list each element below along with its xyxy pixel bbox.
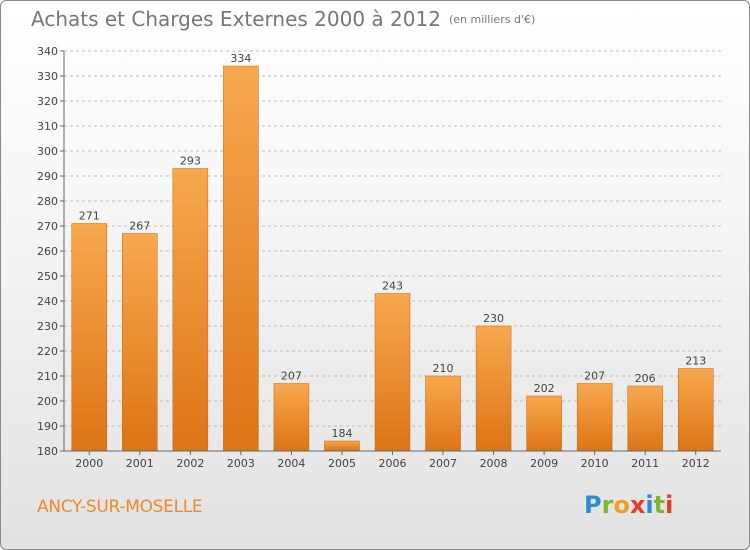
y-tick-label: 230	[37, 320, 58, 333]
data-label: 230	[483, 312, 504, 325]
bar-2005	[324, 440, 360, 452]
y-tick-label: 290	[37, 170, 58, 183]
data-label: 210	[433, 362, 454, 375]
bar-2009	[526, 395, 562, 452]
bar-2012	[677, 368, 714, 452]
bar-2011	[627, 385, 663, 452]
y-tick-label: 300	[37, 145, 58, 158]
y-tick-label: 310	[37, 120, 58, 133]
data-label: 206	[635, 372, 656, 385]
bar-2002	[172, 168, 209, 452]
x-tick-label: 2006	[379, 457, 407, 470]
x-tick-label: 2012	[682, 457, 710, 470]
data-label: 334	[230, 52, 251, 65]
y-tick-label: 280	[37, 195, 58, 208]
data-label: 267	[129, 220, 150, 233]
x-tick-label: 2005	[328, 457, 356, 470]
bars: 271 267 293 334 207 184 243 210 230 202 207 206 213	[71, 52, 714, 452]
bar-2001	[122, 233, 158, 452]
logo-letter: o	[613, 491, 630, 519]
logo-letter: i	[645, 491, 654, 519]
chart-subtitle: (en milliers d'€)	[448, 13, 536, 26]
y-tick-label: 270	[37, 220, 58, 233]
data-label: 207	[584, 370, 605, 383]
bar-2003	[223, 65, 259, 452]
data-label: 243	[382, 280, 403, 293]
logo-letter: t	[653, 491, 666, 519]
commune-name: ANCY-SUR-MOSELLE	[37, 497, 203, 517]
y-tick-label: 340	[37, 45, 58, 58]
logo-letter: r	[601, 491, 614, 519]
data-label: 202	[534, 382, 555, 395]
proxiti-logo: Proxiti	[584, 491, 673, 519]
y-tick-label: 320	[37, 95, 58, 108]
y-tick-label: 250	[37, 270, 58, 283]
chart-title: Achats et Charges Externes 2000 à 2012 (e…	[31, 7, 535, 31]
bar-2008	[475, 325, 512, 452]
y-tick-label: 260	[37, 245, 58, 258]
axes: 180 190 200 210 220 230 240 250 260 270 280 290 300 3…	[37, 45, 721, 470]
title-text: Achats et Charges Externes 2000 à 2012	[31, 7, 441, 31]
data-label: 207	[281, 370, 302, 383]
bar-2006	[374, 293, 411, 452]
x-tick-label: 2003	[227, 457, 255, 470]
logo-letter: x	[629, 491, 646, 519]
x-tick-label: 2001	[126, 457, 154, 470]
logo-letter: i	[665, 491, 674, 519]
data-label: 271	[79, 210, 100, 223]
x-tick-label: 2002	[176, 457, 204, 470]
y-tick-label: 210	[37, 370, 58, 383]
y-tick-label: 200	[37, 395, 58, 408]
y-tick-label: 220	[37, 345, 58, 358]
y-tick-label: 190	[37, 420, 58, 433]
x-tick-label: 2008	[480, 457, 508, 470]
data-label: 213	[685, 355, 706, 368]
x-tick-label: 2010	[581, 457, 609, 470]
y-tick-label: 240	[37, 295, 58, 308]
x-tick-label: 2011	[631, 457, 659, 470]
x-tick-label: 2004	[277, 457, 305, 470]
bar-2010	[576, 383, 613, 452]
y-tick-label: 330	[37, 70, 58, 83]
x-tick-label: 2007	[429, 457, 457, 470]
x-tick-label: 2000	[75, 457, 103, 470]
bar-2004	[273, 383, 310, 452]
data-label: 293	[180, 155, 201, 168]
bar-2000	[71, 223, 108, 452]
bar-2007	[425, 375, 461, 452]
data-label: 184	[331, 427, 352, 440]
x-tick-label: 2009	[530, 457, 558, 470]
y-tick-label: 180	[37, 445, 58, 458]
logo-letter: P	[584, 491, 602, 519]
